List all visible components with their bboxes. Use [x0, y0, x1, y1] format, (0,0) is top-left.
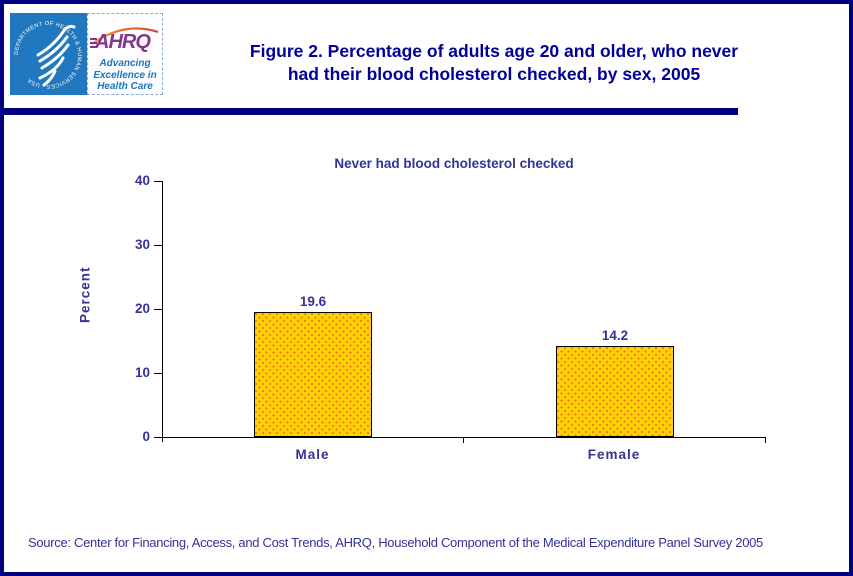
bar-male [254, 311, 372, 437]
ahrq-tagline: Advancing Excellence in Health Care [88, 58, 162, 93]
x-tick-mark [765, 438, 766, 443]
y-tick-label: 30 [134, 237, 150, 252]
y-tick-label: 10 [134, 365, 150, 380]
y-tick-label: 0 [142, 429, 150, 444]
y-axis-label: Percent [77, 266, 93, 324]
figure-title: Figure 2. Percentage of adults age 20 an… [154, 40, 834, 86]
x-axis-line [162, 437, 766, 438]
y-tick-mark [154, 437, 163, 438]
ahrq-logo: AHRQ Advancing Excellence in Health Care [87, 13, 163, 95]
source-text: Source: Center for Financing, Access, an… [28, 535, 763, 550]
y-axis-line [162, 181, 163, 442]
bar-value-female: 14.2 [601, 328, 629, 344]
ahrq-wordmark: AHRQ [95, 31, 151, 53]
bar-group-male: 19.6 [254, 294, 372, 437]
bar-value-male: 19.6 [299, 293, 327, 309]
ahrq-speed-lines-icon [90, 38, 97, 50]
hhs-logo: DEPARTMENT OF HEALTH & HUMAN SERVICES - … [10, 13, 87, 95]
y-tick-mark [154, 245, 163, 246]
tagline-line: Excellence in [93, 69, 157, 81]
hhs-seal-icon: DEPARTMENT OF HEALTH & HUMAN SERVICES - … [10, 13, 87, 95]
eagle-icon [36, 24, 76, 87]
header-divider-bar [4, 108, 738, 115]
category-label-female: Female [587, 447, 641, 462]
tagline-line: Health Care [97, 81, 153, 92]
figure-title-line1: Figure 2. Percentage of adults age 20 an… [249, 41, 739, 61]
y-tick-label: 40 [134, 173, 150, 188]
figure-title-line2: had their blood cholesterol checked, by … [287, 64, 701, 84]
ahrq-arc-icon [91, 27, 159, 45]
y-tick-mark [154, 373, 163, 374]
x-tick-mark [463, 438, 464, 443]
bar-female [556, 346, 674, 437]
y-tick-mark [154, 181, 163, 182]
category-label-male: Male [295, 447, 330, 462]
bar-group-female: 14.2 [556, 328, 674, 437]
tagline-line: Advancing [99, 58, 151, 69]
chart-title: Never had blood cholesterol checked [334, 156, 574, 171]
y-tick-label: 20 [134, 301, 150, 316]
y-tick-mark [154, 309, 163, 310]
